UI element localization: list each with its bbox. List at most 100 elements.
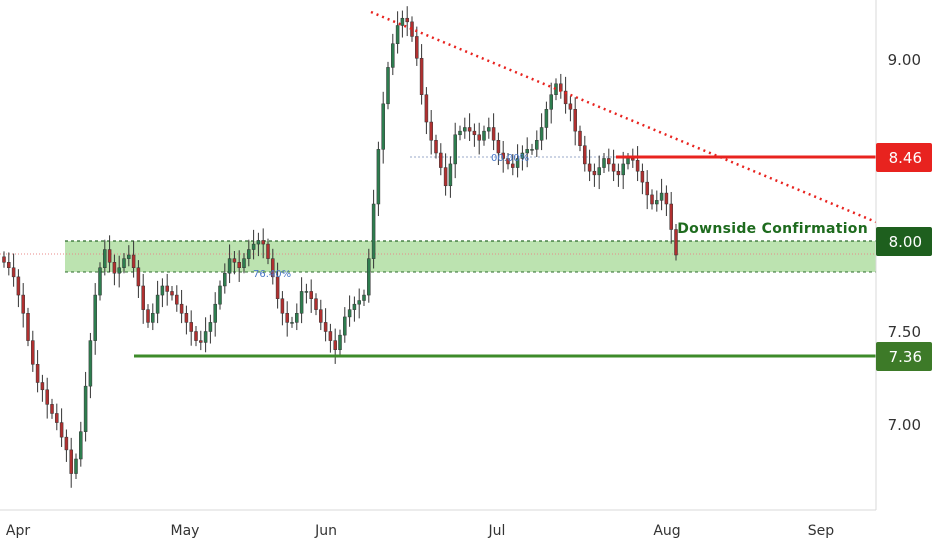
candle-body: [127, 254, 131, 259]
candle-body: [530, 149, 534, 151]
candle-body: [131, 254, 136, 268]
candle-body: [83, 385, 88, 432]
candle-body: [237, 262, 241, 268]
badge-8-00: 8.00: [876, 227, 932, 256]
candle-body: [242, 258, 246, 268]
downside-confirmation-label: Downside Confirmation: [677, 221, 868, 237]
candle-body: [640, 170, 645, 183]
candle-body: [55, 413, 59, 423]
candle-body: [424, 94, 429, 123]
candle-body: [175, 294, 179, 305]
candle-body: [151, 313, 155, 323]
candle-body: [112, 262, 117, 274]
candle-body: [592, 170, 597, 176]
candle-body: [669, 203, 673, 230]
candle-body: [659, 192, 664, 201]
candle-body: [256, 240, 261, 245]
candle-body: [170, 291, 174, 296]
x-tick-sep: Sep: [808, 523, 835, 539]
candle-body: [357, 300, 361, 305]
candle-body: [664, 192, 669, 205]
candle-body: [88, 340, 93, 387]
candle-body: [520, 152, 525, 159]
candle-body: [371, 203, 376, 259]
badge-label-8-00: 8.00: [889, 233, 922, 251]
candle-body: [568, 103, 573, 110]
candle-body: [453, 134, 457, 165]
badge-label-7-36: 7.36: [889, 348, 922, 366]
candle-body: [179, 303, 184, 314]
candle-body: [59, 422, 64, 438]
candle-body: [203, 331, 208, 343]
candle-body: [487, 127, 491, 132]
candle-body: [31, 340, 35, 365]
candle-body: [117, 267, 121, 274]
candle-body: [338, 334, 342, 350]
candle-body: [261, 240, 265, 245]
candle-body: [194, 331, 198, 341]
candle-body: [362, 294, 366, 301]
candle-body: [227, 258, 232, 274]
candle-body: [103, 249, 107, 269]
candle-body: [290, 322, 294, 324]
candle-body: [93, 294, 97, 341]
candle-body: [232, 258, 237, 263]
candle-body: [165, 285, 169, 292]
candle-body: [501, 152, 505, 159]
descending-trendline: [370, 10, 877, 224]
candle-body: [352, 303, 357, 310]
candle-body: [674, 229, 678, 256]
fib-label-76-40: 76.40%: [253, 269, 291, 280]
badge-label-8-46: 8.46: [889, 149, 922, 167]
candle-body: [616, 170, 621, 176]
y-tick-7-50: 7.50: [888, 323, 921, 341]
candle-body: [323, 322, 328, 332]
candle-body: [343, 316, 347, 336]
candle-body: [309, 291, 313, 299]
candle-body: [64, 436, 69, 451]
candle-body: [35, 364, 40, 383]
candle-body: [515, 158, 520, 168]
candle-body: [578, 130, 582, 146]
candle-body: [16, 276, 21, 296]
candle-body: [549, 94, 553, 110]
candle-body: [45, 389, 49, 405]
candle-body: [472, 130, 477, 136]
support-zone: [65, 241, 876, 272]
candle-body: [631, 158, 635, 161]
candle-body: [381, 103, 385, 150]
candle-body: [597, 167, 601, 176]
candle-body: [400, 17, 405, 26]
candle-body: [491, 127, 496, 141]
candle-body: [107, 249, 112, 263]
candle-body: [573, 109, 577, 132]
candle-body: [26, 313, 30, 341]
candle-body: [266, 243, 270, 259]
candle-body: [251, 243, 256, 250]
candle-body: [434, 140, 438, 154]
candle-body: [535, 140, 539, 150]
candle-body: [314, 298, 318, 310]
candle-body: [635, 160, 640, 172]
candle-body: [391, 43, 395, 68]
candle-body: [419, 58, 424, 95]
candle-body: [477, 134, 481, 141]
badge-7-36: 7.36: [876, 342, 932, 371]
fib-label-00-00: 00.00%: [491, 153, 529, 164]
candle-body: [2, 256, 6, 263]
candle-body: [525, 149, 529, 154]
candle-body: [415, 36, 419, 59]
candle-body: [583, 145, 587, 165]
candle-body: [213, 303, 217, 323]
candle-body: [328, 331, 333, 341]
candle-body: [189, 322, 193, 332]
candle-body: [458, 130, 462, 136]
x-tick-apr: Apr: [6, 523, 30, 539]
candle-body: [79, 431, 83, 460]
candle-body: [386, 67, 390, 105]
candle-body: [21, 294, 25, 314]
candle-body: [11, 267, 16, 278]
candle-body: [448, 163, 453, 187]
candle-body: [136, 267, 141, 287]
candle-body: [295, 313, 299, 323]
